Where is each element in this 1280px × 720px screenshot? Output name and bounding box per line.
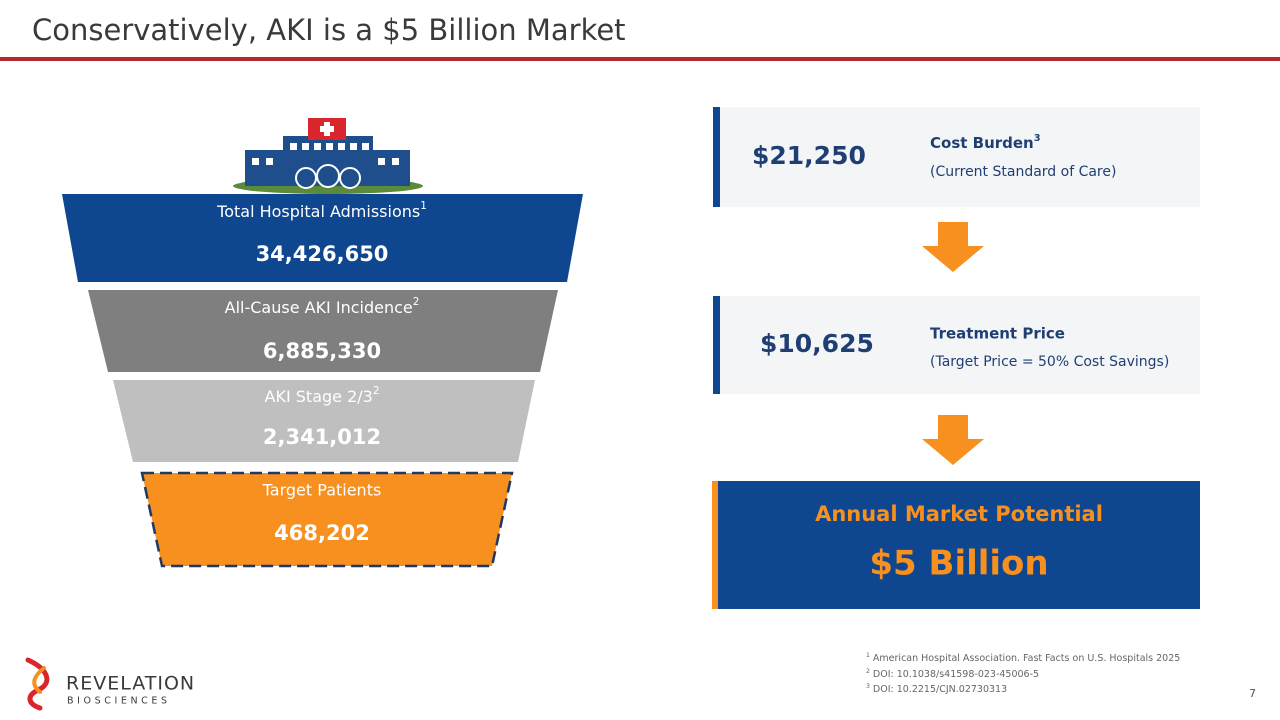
footnote-text: American Hospital Association. Fast Fact… [873, 653, 1180, 664]
logo-name: REVELATION [66, 673, 195, 695]
funnel-level [88, 290, 558, 372]
level-value: 2,341,012 [263, 425, 381, 449]
level-value: 468,202 [274, 521, 370, 545]
ref: 1 [866, 652, 870, 659]
label-text: Total Hospital Admissions [216, 202, 420, 221]
card-title: Treatment Price [930, 325, 1065, 343]
label-text: All-Cause AKI Incidence [225, 298, 413, 317]
card-accent [713, 296, 720, 394]
card-title: Cost Burden3 [930, 133, 1041, 152]
level-label: Target Patients [262, 481, 382, 500]
result-value: $5 Billion [869, 544, 1048, 584]
arrow-down [922, 415, 984, 465]
footnote-text: DOI: 10.1038/s41598-023-45006-5 [873, 669, 1039, 680]
card-value: $10,625 [760, 329, 874, 358]
ref: 3 [866, 683, 870, 690]
funnel-level [140, 471, 514, 568]
card-value: $21,250 [752, 141, 866, 170]
footnote: 2 DOI: 10.1038/s41598-023-45006-5 [866, 668, 1039, 680]
card-subtitle: (Current Standard of Care) [930, 164, 1116, 180]
title: Conservatively, AKI is a $5 Billion Mark… [32, 13, 626, 47]
funnel-level [113, 380, 535, 462]
card [713, 107, 1200, 207]
ref: 1 [420, 200, 427, 212]
level-label: All-Cause AKI Incidence2 [225, 296, 420, 317]
footnote-text: DOI: 10.2215/CJN.02730313 [873, 684, 1007, 695]
logo: REVELATION BIOSCIENCES [25, 657, 195, 711]
footnote: 1 American Hospital Association. Fast Fac… [866, 652, 1180, 664]
level-value: 6,885,330 [263, 339, 381, 363]
card [713, 296, 1200, 394]
arrow-down [922, 222, 984, 272]
page-number: 7 [1249, 687, 1256, 700]
funnel-labels: Total Hospital Admissions1 34,426,650 Al… [216, 200, 427, 545]
title-text: Cost Burden [930, 134, 1034, 152]
ref: 2 [866, 668, 870, 675]
ref: 2 [373, 385, 380, 397]
level-label: AKI Stage 2/32 [265, 385, 380, 406]
ref: 2 [413, 296, 420, 308]
card-subtitle: (Target Price = 50% Cost Savings) [930, 354, 1169, 370]
level-label: Total Hospital Admissions1 [216, 200, 427, 221]
card-accent [713, 107, 720, 207]
title-rule [0, 57, 1280, 61]
footnote: 3 DOI: 10.2215/CJN.02730313 [866, 683, 1007, 695]
hospital-icon [233, 118, 423, 194]
ref: 3 [1034, 133, 1041, 144]
funnel-level [62, 194, 583, 282]
logo-tagline: BIOSCIENCES [67, 696, 171, 707]
label-text: AKI Stage 2/3 [265, 387, 373, 406]
result-accent [712, 481, 718, 609]
level-value: 34,426,650 [256, 242, 389, 266]
result-title: Annual Market Potential [815, 502, 1103, 526]
footnotes: 1 American Hospital Association. Fast Fac… [866, 652, 1180, 695]
result-box [712, 481, 1200, 609]
